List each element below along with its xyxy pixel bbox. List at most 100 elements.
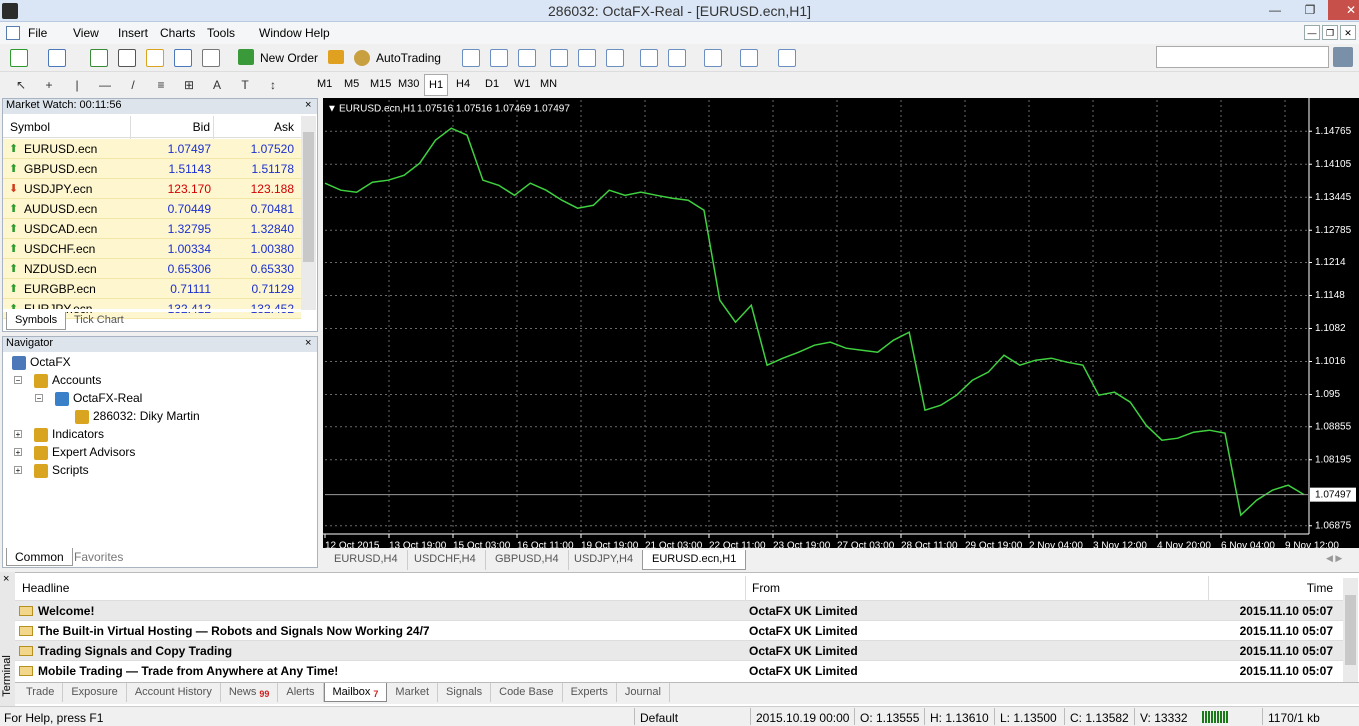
toolbar-icon[interactable] <box>550 49 568 67</box>
tree-item[interactable]: OctaFX <box>30 355 71 369</box>
panel-tab[interactable]: Common <box>6 548 73 566</box>
x-tick-label: 3 Nov 12:00 <box>1093 541 1147 548</box>
panel-tab[interactable]: Symbols <box>6 312 67 330</box>
tree-item[interactable]: Scripts <box>52 463 89 477</box>
quote-row[interactable]: ⬆ NZDUSD.ecn 0.65306 0.65330 <box>3 259 301 279</box>
panel-tab[interactable]: Tick Chart <box>74 314 124 326</box>
chart-tab[interactable]: EURUSD,H4 <box>325 550 408 570</box>
timeframe-button[interactable]: M15 <box>370 78 392 90</box>
timeframe-button[interactable]: M5 <box>344 78 360 90</box>
timeframe-button[interactable]: H4 <box>456 78 471 90</box>
menu-item[interactable]: Window <box>259 26 302 40</box>
terminal-tab[interactable]: Mailbox 7 <box>323 683 388 702</box>
toolbar-icon[interactable] <box>48 49 66 67</box>
draw-tool[interactable]: ↖ <box>15 78 27 92</box>
timeframe-button[interactable]: W1 <box>514 78 531 90</box>
message-row[interactable]: The Built-in Virtual Hosting — Robots an… <box>15 620 1343 640</box>
menu-item[interactable]: Charts <box>160 26 196 40</box>
tab-label: News <box>228 686 257 698</box>
terminal-tab[interactable]: Exposure <box>63 683 127 702</box>
message-row[interactable]: Mobile Trading — Trade from Anywhere at … <box>15 660 1343 680</box>
auto-trading-button[interactable]: AutoTrading <box>376 51 441 65</box>
tree-item[interactable]: Indicators <box>52 427 105 441</box>
terminal-tab[interactable]: Account History <box>127 683 221 702</box>
chart-tab[interactable]: USDCHF,H4 <box>405 550 486 570</box>
tree-item[interactable]: 286032: Diky Martin <box>93 409 200 423</box>
draw-tool[interactable]: | <box>75 78 79 92</box>
terminal-tab[interactable]: Alerts <box>278 683 324 702</box>
draw-tool[interactable]: ≡ <box>157 78 165 92</box>
menu-item[interactable]: View <box>73 26 99 40</box>
toolbar-icon[interactable] <box>10 49 28 67</box>
terminal-tab[interactable]: News 99 <box>221 683 279 702</box>
mdi-button[interactable]: ❐ <box>1322 25 1338 40</box>
tree-item[interactable]: Accounts <box>52 373 102 387</box>
new-order-button[interactable]: New Order <box>260 51 319 65</box>
menu-item[interactable]: Tools <box>207 26 236 40</box>
toolbar-icon[interactable] <box>490 49 508 67</box>
window-button[interactable]: ❐ <box>1304 3 1316 17</box>
draw-tool[interactable]: — <box>99 78 111 92</box>
terminal-tab[interactable]: Market <box>387 683 439 702</box>
close-icon: × <box>305 99 312 111</box>
timeframe-button[interactable]: D1 <box>485 78 500 90</box>
chart-tab[interactable]: USDJPY,H4 <box>565 550 644 570</box>
toolbar-icon[interactable] <box>518 49 536 67</box>
draw-tool[interactable]: A <box>212 78 221 92</box>
terminal-tab[interactable]: Trade <box>18 683 64 702</box>
toolbar-icon[interactable] <box>668 49 686 67</box>
chart-tab[interactable]: EURUSD.ecn,H1 <box>642 550 747 570</box>
terminal-tab[interactable]: Code Base <box>491 683 563 702</box>
menu-item[interactable]: Insert <box>118 26 149 40</box>
quote-row[interactable]: ⬆ USDCHF.ecn 1.00334 1.00380 <box>3 239 301 259</box>
terminal-tab[interactable]: Journal <box>617 683 670 702</box>
chart-tab[interactable]: GBPUSD,H4 <box>486 550 569 570</box>
toolbar-icon[interactable] <box>704 49 722 67</box>
menu-item[interactable]: Help <box>305 26 330 40</box>
search-box[interactable] <box>1156 46 1329 68</box>
toolbar-icon[interactable] <box>578 49 596 67</box>
message-row[interactable]: Welcome! OctaFX UK Limited 2015.11.10 05:0… <box>15 600 1343 620</box>
menu-item[interactable]: File <box>28 26 48 40</box>
toolbar-icon[interactable] <box>462 49 480 67</box>
window-button[interactable]: ✕ <box>1328 0 1359 20</box>
window-button[interactable]: — <box>1269 3 1281 17</box>
toolbar-icon[interactable] <box>146 49 164 67</box>
quote-row[interactable]: ⬆ GBPUSD.ecn 1.51143 1.51178 <box>3 159 301 179</box>
quote-row[interactable]: ⬆ USDCAD.ecn 1.32795 1.32840 <box>3 219 301 239</box>
panel-tab[interactable]: Favorites <box>74 550 124 564</box>
toolbar-icon[interactable] <box>606 49 624 67</box>
mdi-button[interactable]: — <box>1304 25 1320 40</box>
mdi-button[interactable]: ✕ <box>1340 25 1356 40</box>
toolbar-icon[interactable] <box>740 49 758 67</box>
timeframe-button[interactable]: M1 <box>317 78 333 90</box>
draw-tool[interactable]: ↕ <box>270 78 276 92</box>
timeframe-button[interactable]: MN <box>540 78 558 90</box>
symbol: EURGBP.ecn <box>24 282 96 296</box>
terminal-tab[interactable]: Experts <box>563 683 617 702</box>
draw-tool[interactable]: / <box>131 78 135 92</box>
quote-row[interactable]: ⬆ AUDUSD.ecn 0.70449 0.70481 <box>3 199 301 219</box>
toolbar-icon[interactable] <box>174 49 192 67</box>
status-text: C: 1.13582 <box>1070 711 1129 725</box>
draw-tool[interactable]: T <box>241 78 249 92</box>
price-chart[interactable]: 1.14765 1.14105 1.13445 1.12785 1.1214 1.1148… <box>323 98 1359 548</box>
draw-tool[interactable]: + <box>45 78 53 92</box>
toolbar-icon[interactable] <box>778 49 796 67</box>
toolbar-icon[interactable] <box>118 49 136 67</box>
quote-row[interactable]: ⬆ EURGBP.ecn 0.71111 0.71129 <box>3 279 301 299</box>
quote-row[interactable]: ⬇ USDJPY.ecn 123.170 123.188 <box>3 179 301 199</box>
tree-item[interactable]: OctaFX-Real <box>73 391 143 405</box>
tree-item[interactable]: Expert Advisors <box>52 445 136 459</box>
toolbar-icon[interactable] <box>202 49 220 67</box>
scroll-thumb <box>303 132 314 262</box>
timeframe-button[interactable]: H1 <box>424 74 449 96</box>
time: 2015.11.10 05:07 <box>1239 604 1333 618</box>
timeframe-button[interactable]: M30 <box>398 78 420 90</box>
terminal-tab[interactable]: Signals <box>438 683 492 702</box>
toolbar-icon[interactable] <box>640 49 658 67</box>
quote-row[interactable]: ⬆ EURUSD.ecn 1.07497 1.07520 <box>3 139 301 159</box>
message-row[interactable]: Trading Signals and Copy Trading OctaFX U… <box>15 640 1343 660</box>
draw-tool[interactable]: ⊞ <box>183 78 195 92</box>
toolbar-icon[interactable] <box>90 49 108 67</box>
